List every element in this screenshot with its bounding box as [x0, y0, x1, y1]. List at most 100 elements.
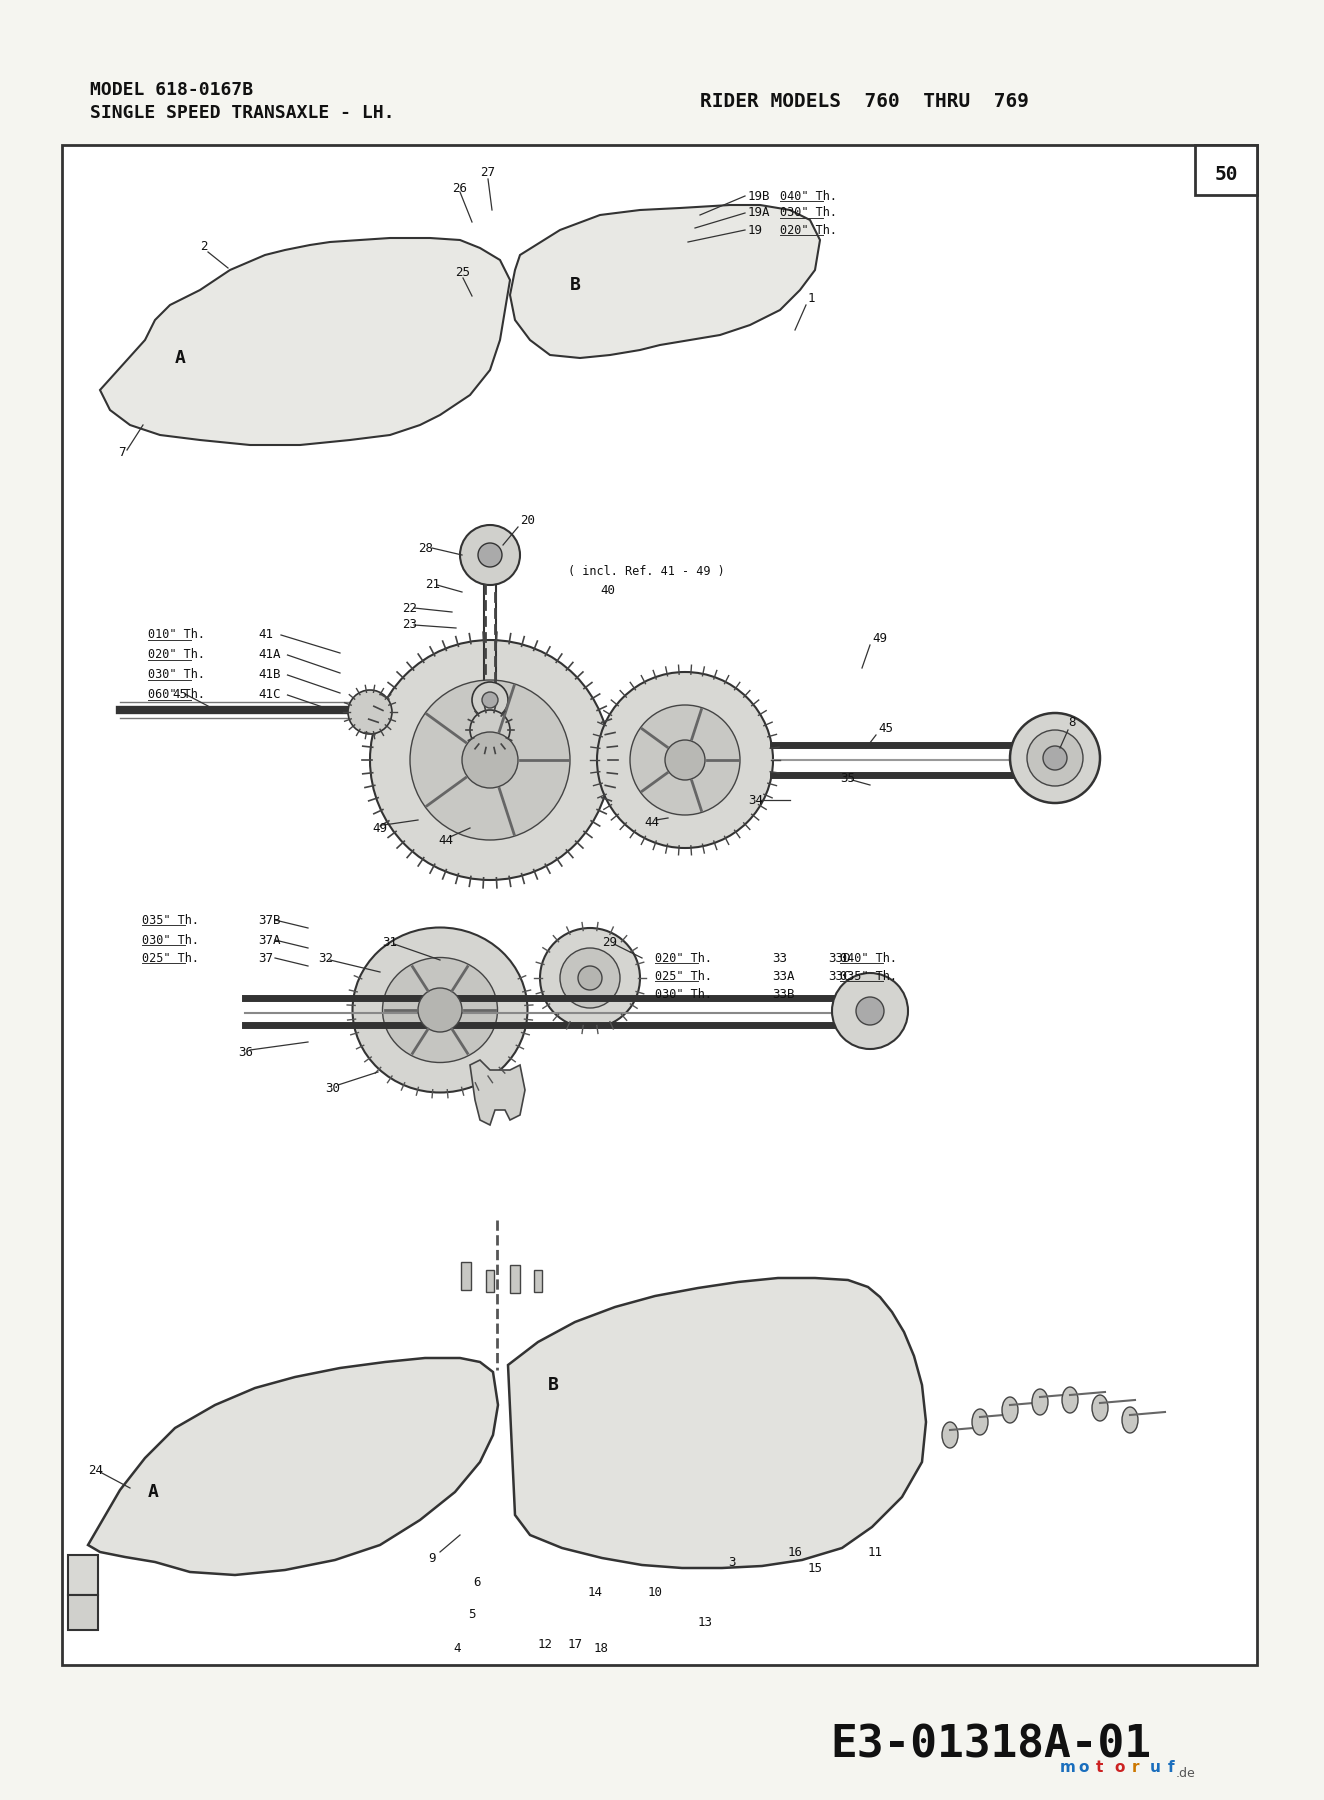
Circle shape — [831, 974, 908, 1049]
Text: 49: 49 — [372, 821, 387, 835]
Text: o: o — [1113, 1760, 1124, 1775]
Text: E3-01318A-01: E3-01318A-01 — [830, 1724, 1151, 1766]
Text: 6: 6 — [473, 1575, 481, 1589]
Text: RIDER MODELS  760  THRU  769: RIDER MODELS 760 THRU 769 — [700, 92, 1029, 112]
Text: 22: 22 — [402, 601, 417, 614]
Text: 27: 27 — [481, 166, 495, 178]
Circle shape — [369, 641, 610, 880]
Text: 16: 16 — [788, 1546, 802, 1559]
Text: 29: 29 — [602, 936, 617, 949]
Text: t: t — [1096, 1760, 1103, 1775]
Polygon shape — [101, 238, 510, 445]
Ellipse shape — [1002, 1397, 1018, 1424]
Circle shape — [597, 671, 773, 848]
Circle shape — [1043, 745, 1067, 770]
Bar — [461, 1262, 471, 1291]
Text: u: u — [1151, 1760, 1161, 1775]
Text: 36: 36 — [238, 1046, 253, 1058]
Text: 34: 34 — [748, 794, 763, 806]
Circle shape — [418, 988, 462, 1031]
Text: ( incl. Ref. 41 - 49 ): ( incl. Ref. 41 - 49 ) — [568, 565, 724, 578]
Circle shape — [478, 544, 502, 567]
Text: 33C: 33C — [828, 970, 850, 983]
Text: 040" Th.: 040" Th. — [780, 189, 837, 203]
Text: 19A: 19A — [748, 207, 771, 220]
Text: 41B: 41B — [258, 668, 281, 682]
Text: 33A: 33A — [772, 970, 794, 983]
Text: 2: 2 — [200, 241, 208, 254]
Text: 33: 33 — [772, 952, 786, 965]
Text: 19: 19 — [748, 223, 763, 236]
Text: 020" Th.: 020" Th. — [655, 952, 712, 965]
Circle shape — [540, 929, 639, 1028]
Circle shape — [665, 740, 704, 779]
Text: B: B — [548, 1375, 559, 1393]
Circle shape — [462, 733, 518, 788]
Text: 030" Th.: 030" Th. — [142, 934, 199, 947]
Text: 9: 9 — [428, 1552, 436, 1564]
Text: SINGLE SPEED TRANSAXLE - LH.: SINGLE SPEED TRANSAXLE - LH. — [90, 104, 395, 122]
Text: 030" Th.: 030" Th. — [780, 207, 837, 220]
Text: m: m — [1061, 1760, 1076, 1775]
Text: 33B: 33B — [772, 988, 794, 1001]
Polygon shape — [508, 1278, 925, 1568]
Polygon shape — [510, 205, 820, 358]
Text: 44: 44 — [438, 833, 453, 846]
Text: 5: 5 — [467, 1609, 475, 1622]
Text: 010" Th.: 010" Th. — [148, 628, 205, 641]
Text: 14: 14 — [588, 1586, 602, 1598]
Text: A: A — [148, 1483, 159, 1501]
Bar — [510, 1265, 520, 1292]
Circle shape — [1027, 731, 1083, 787]
Circle shape — [410, 680, 571, 841]
Text: MODEL 618-0167B: MODEL 618-0167B — [90, 81, 253, 99]
Circle shape — [348, 689, 392, 734]
Text: 45: 45 — [878, 722, 892, 734]
Text: 37A: 37A — [258, 934, 281, 947]
Text: 7: 7 — [118, 446, 126, 459]
Text: 28: 28 — [418, 542, 433, 554]
Text: .de: .de — [1176, 1768, 1196, 1780]
Circle shape — [630, 706, 740, 815]
Text: 11: 11 — [869, 1546, 883, 1559]
Text: 040" Th.: 040" Th. — [839, 952, 896, 965]
Circle shape — [482, 691, 498, 707]
Text: 035" Th.: 035" Th. — [142, 914, 199, 927]
Circle shape — [470, 709, 510, 751]
Text: 17: 17 — [568, 1638, 583, 1652]
Ellipse shape — [1031, 1390, 1049, 1415]
Text: 030" Th.: 030" Th. — [148, 668, 205, 682]
Text: 23: 23 — [402, 619, 417, 632]
Ellipse shape — [1121, 1408, 1139, 1433]
Text: 20: 20 — [520, 513, 535, 526]
Ellipse shape — [1092, 1395, 1108, 1420]
Text: 13: 13 — [698, 1616, 714, 1629]
Text: 41: 41 — [258, 628, 273, 641]
Text: 32: 32 — [318, 952, 334, 965]
Text: 45: 45 — [172, 688, 187, 700]
Polygon shape — [68, 1595, 98, 1631]
Text: o: o — [1078, 1760, 1088, 1775]
Text: r: r — [1132, 1760, 1140, 1775]
Text: 21: 21 — [425, 578, 440, 592]
Text: 41A: 41A — [258, 648, 281, 662]
Text: 30: 30 — [324, 1082, 340, 1094]
Text: f: f — [1168, 1760, 1174, 1775]
Text: 33D: 33D — [828, 952, 850, 965]
Text: 40: 40 — [600, 583, 616, 596]
Ellipse shape — [352, 927, 527, 1093]
Text: B: B — [571, 275, 581, 293]
Text: 020" Th.: 020" Th. — [148, 648, 205, 662]
Text: 025" Th.: 025" Th. — [142, 952, 199, 965]
Text: 19B: 19B — [748, 189, 771, 203]
Polygon shape — [68, 1555, 98, 1595]
Ellipse shape — [941, 1422, 959, 1447]
Circle shape — [560, 949, 620, 1008]
Text: 26: 26 — [451, 182, 467, 194]
Text: 44: 44 — [643, 815, 659, 828]
Text: 4: 4 — [453, 1642, 461, 1654]
Text: 020" Th.: 020" Th. — [780, 223, 837, 236]
Polygon shape — [470, 1060, 526, 1125]
Text: 8: 8 — [1068, 715, 1075, 729]
Text: 025" Th.: 025" Th. — [655, 970, 712, 983]
